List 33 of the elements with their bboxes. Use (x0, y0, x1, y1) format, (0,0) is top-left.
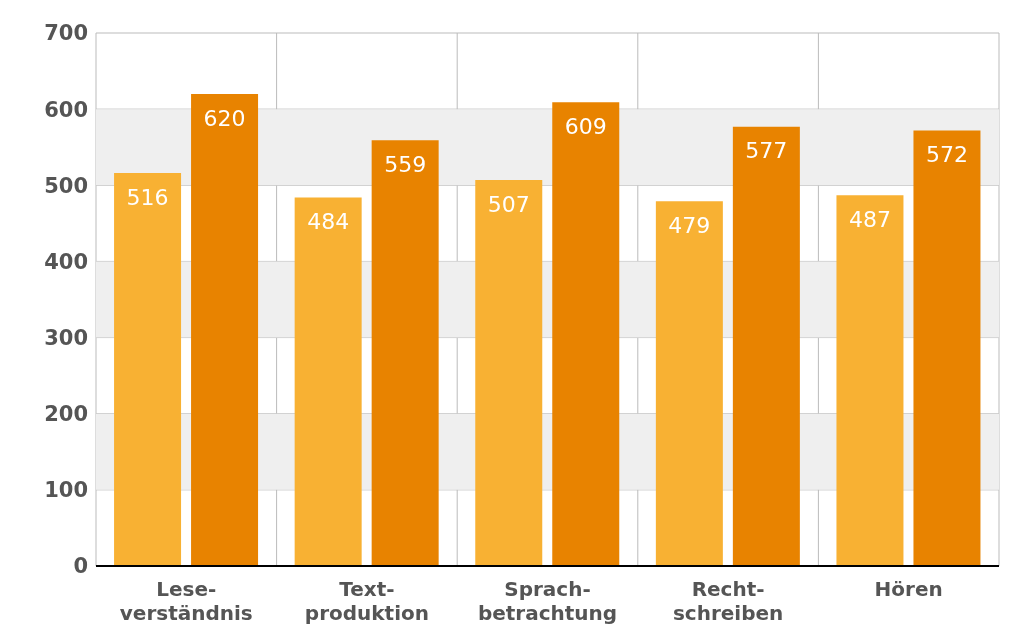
bar (913, 130, 981, 566)
x-tick-label: Sprach- betrachtung (477, 577, 618, 625)
y-tick-label: 700 (44, 21, 88, 46)
bar (552, 102, 620, 566)
x-tick-label: Hören (874, 577, 943, 601)
data-label: 479 (668, 212, 711, 238)
data-label: 620 (203, 105, 246, 131)
data-label: 559 (384, 151, 427, 177)
bar (371, 140, 439, 566)
x-tick-label: Text- produktion (304, 577, 429, 625)
y-tick-label: 200 (44, 402, 88, 427)
x-tick-label: Recht- schreiben (672, 577, 784, 625)
y-tick-label: 0 (73, 554, 88, 579)
data-label: 484 (307, 209, 350, 235)
bar (294, 197, 362, 566)
y-tick-label: 300 (44, 326, 88, 351)
data-label: 577 (745, 138, 788, 164)
bar (114, 173, 182, 566)
y-tick-label: 400 (44, 249, 88, 274)
bar (655, 201, 723, 566)
data-label: 609 (564, 113, 607, 139)
bar (732, 126, 800, 566)
data-label: 487 (848, 206, 891, 232)
bar (475, 179, 543, 566)
data-label: 507 (487, 191, 530, 217)
data-label: 516 (126, 184, 169, 210)
bar (836, 195, 904, 566)
x-tick-label: Lese- verständnis (119, 577, 253, 625)
y-tick-label: 500 (44, 173, 88, 198)
data-label: 572 (925, 142, 968, 168)
y-tick-label: 600 (44, 97, 88, 122)
y-tick-label: 100 (44, 478, 88, 503)
bar (191, 93, 259, 566)
